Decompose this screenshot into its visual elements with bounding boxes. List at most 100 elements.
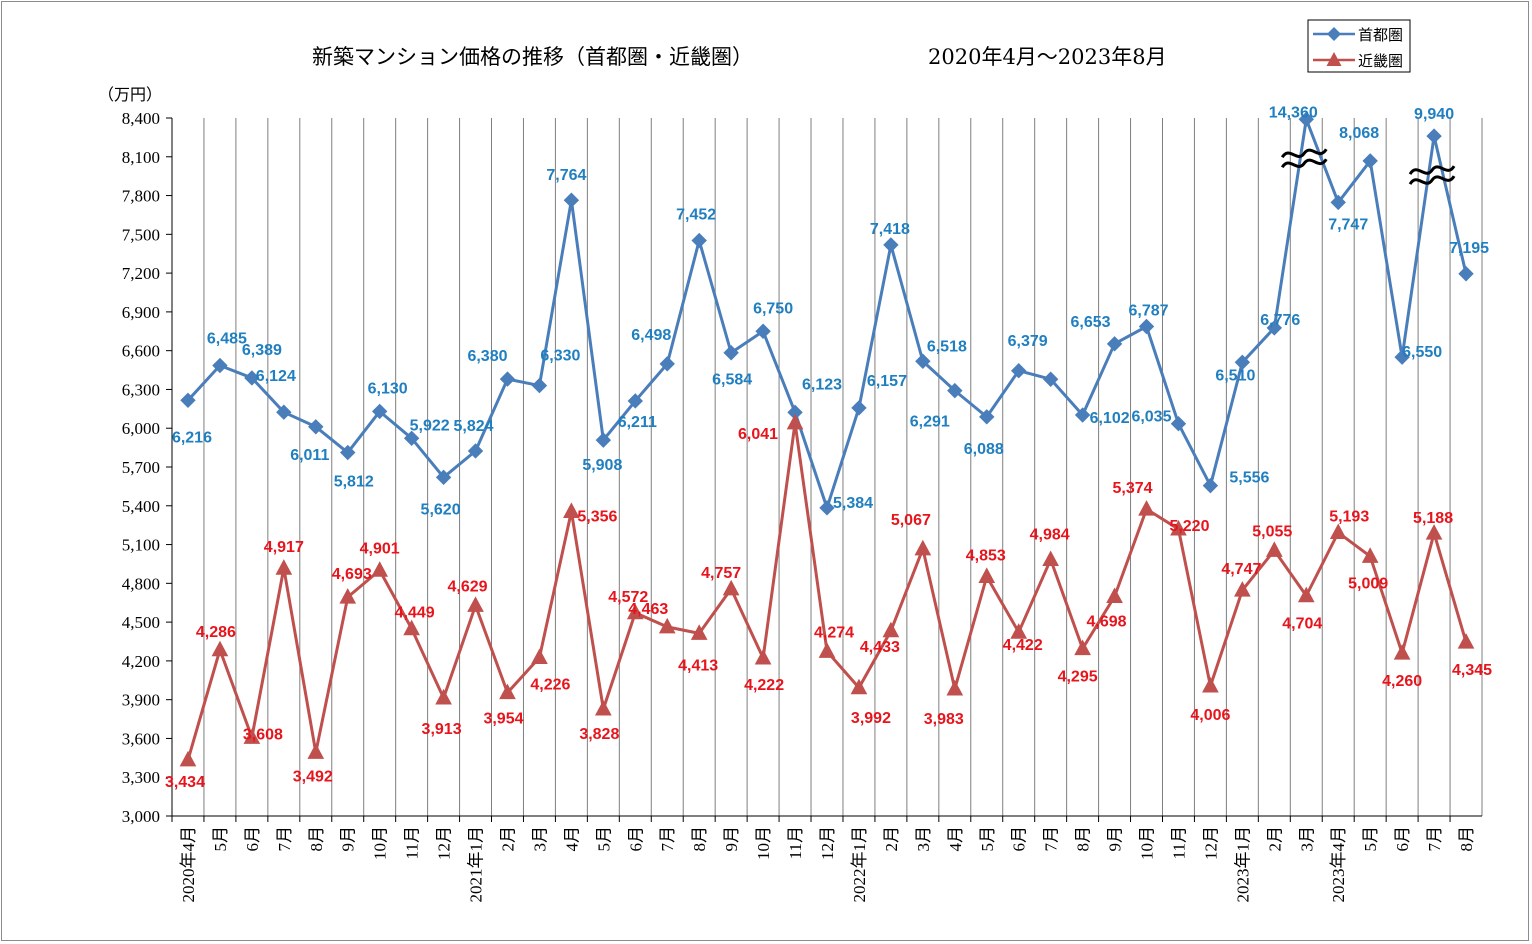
data-point-marker xyxy=(627,393,644,409)
data-label: 4,226 xyxy=(530,677,570,694)
x-tick-label: 5月 xyxy=(1361,826,1380,852)
data-point-marker xyxy=(1106,587,1123,604)
axis-break-squiggle xyxy=(1408,165,1456,176)
data-label: 6,787 xyxy=(1128,302,1168,319)
data-point-marker xyxy=(1234,581,1251,597)
legend-box xyxy=(1307,19,1411,73)
data-point-marker xyxy=(1425,524,1443,540)
data-label: 5,922 xyxy=(410,417,450,434)
y-tick-label: 4,800 xyxy=(122,574,160,593)
data-point-marker xyxy=(595,432,612,448)
x-tick-label: 4月 xyxy=(946,826,965,852)
y-tick-label: 7,200 xyxy=(122,264,160,283)
data-point-marker xyxy=(1362,153,1378,169)
data-label: 5,620 xyxy=(421,501,461,518)
data-label: 4,693 xyxy=(332,566,372,583)
data-point-marker xyxy=(1234,354,1251,371)
data-label: 5,356 xyxy=(577,508,617,525)
data-label: 6,124 xyxy=(256,368,296,385)
x-tick-label: 10月 xyxy=(754,826,773,860)
series-line xyxy=(186,421,1468,761)
data-point-marker xyxy=(659,356,675,372)
data-label: 6,776 xyxy=(1260,312,1300,329)
data-label: 9,940 xyxy=(1414,106,1454,123)
data-label: 3,992 xyxy=(851,710,891,727)
data-label: 4,449 xyxy=(395,605,435,622)
data-point-marker xyxy=(915,353,931,369)
data-point-marker xyxy=(1426,128,1442,144)
data-label: 6,379 xyxy=(1008,333,1048,350)
data-point-marker xyxy=(1010,623,1028,639)
data-label: 4,747 xyxy=(1221,561,1261,578)
x-tick-label: 7月 xyxy=(1042,826,1061,852)
y-tick-label: 4,500 xyxy=(122,613,160,632)
data-label: 4,295 xyxy=(1058,669,1098,686)
x-tick-label: 2021年1月 xyxy=(467,826,486,903)
data-point-marker xyxy=(658,617,676,634)
axis-break-squiggle xyxy=(1280,148,1328,159)
data-point-marker xyxy=(340,444,356,461)
data-point-marker xyxy=(531,648,548,665)
y-tick-label: 8,100 xyxy=(122,148,160,167)
data-label: 4,704 xyxy=(1282,616,1322,633)
x-tick-label: 2月 xyxy=(498,826,517,852)
series-group xyxy=(179,111,1475,767)
data-point-marker xyxy=(211,640,229,657)
data-label: 5,220 xyxy=(1169,518,1209,535)
data-point-marker xyxy=(499,683,516,700)
data-point-marker xyxy=(1265,541,1283,557)
data-point-marker xyxy=(1170,415,1187,432)
data-label: 7,452 xyxy=(676,207,716,224)
data-point-marker xyxy=(626,603,644,620)
data-label: 7,747 xyxy=(1328,216,1368,233)
data-point-marker xyxy=(1266,320,1283,336)
y-tick-label: 3,000 xyxy=(122,807,160,826)
data-label: 3,492 xyxy=(293,768,333,785)
data-label: 5,374 xyxy=(1112,480,1152,497)
data-point-marker xyxy=(1106,336,1123,352)
data-label: 6,485 xyxy=(207,331,247,348)
data-label: 6,550 xyxy=(1402,344,1442,361)
data-label: 6,211 xyxy=(618,414,657,431)
y-tick-label: 5,400 xyxy=(122,497,160,516)
data-label: 6,510 xyxy=(1215,367,1255,384)
data-point-marker xyxy=(307,743,325,759)
data-label: 6,123 xyxy=(802,376,842,393)
x-tick-label: 2月 xyxy=(1265,826,1284,852)
data-point-marker xyxy=(212,357,228,374)
legend-swatch-marker xyxy=(1326,52,1342,66)
x-tick-label: 2023年1月 xyxy=(1233,826,1252,903)
data-point-marker xyxy=(850,678,868,695)
x-tick-label: 2020年4月 xyxy=(179,826,198,903)
data-label: 6,130 xyxy=(368,380,408,397)
x-tick-label: 11月 xyxy=(1169,826,1188,859)
data-label: 4,629 xyxy=(448,578,488,595)
data-label: 4,413 xyxy=(678,657,718,674)
data-label: 6,291 xyxy=(910,414,950,431)
data-point-marker xyxy=(1297,586,1315,603)
y-tick-label: 8,400 xyxy=(122,109,160,128)
data-label: 6,330 xyxy=(540,348,580,365)
data-label: 6,584 xyxy=(712,372,752,389)
data-label: 4,433 xyxy=(860,639,900,656)
y-tick-label: 5,700 xyxy=(122,458,160,477)
data-point-marker xyxy=(403,430,420,447)
x-tick-label: 6月 xyxy=(1393,826,1412,852)
data-point-marker xyxy=(946,679,964,696)
data-point-marker xyxy=(1329,523,1347,540)
data-label: 4,345 xyxy=(1452,662,1492,679)
data-point-marker xyxy=(1298,111,1314,128)
legend: 首都圏 近畿圏 xyxy=(1307,19,1411,73)
data-point-marker xyxy=(755,323,771,339)
data-point-marker xyxy=(722,579,740,596)
data-point-marker xyxy=(179,750,197,767)
data-label: 6,380 xyxy=(467,348,507,365)
data-label: 4,422 xyxy=(1003,637,1043,654)
data-label: 3,828 xyxy=(579,726,619,743)
data-label: 3,954 xyxy=(483,711,523,728)
x-tick-label: 7月 xyxy=(1425,826,1444,852)
y-tick-label: 6,600 xyxy=(122,342,160,361)
data-label: 7,195 xyxy=(1449,240,1489,257)
x-tick-label: 8月 xyxy=(1074,826,1093,852)
x-tick-label: 12月 xyxy=(818,826,837,860)
